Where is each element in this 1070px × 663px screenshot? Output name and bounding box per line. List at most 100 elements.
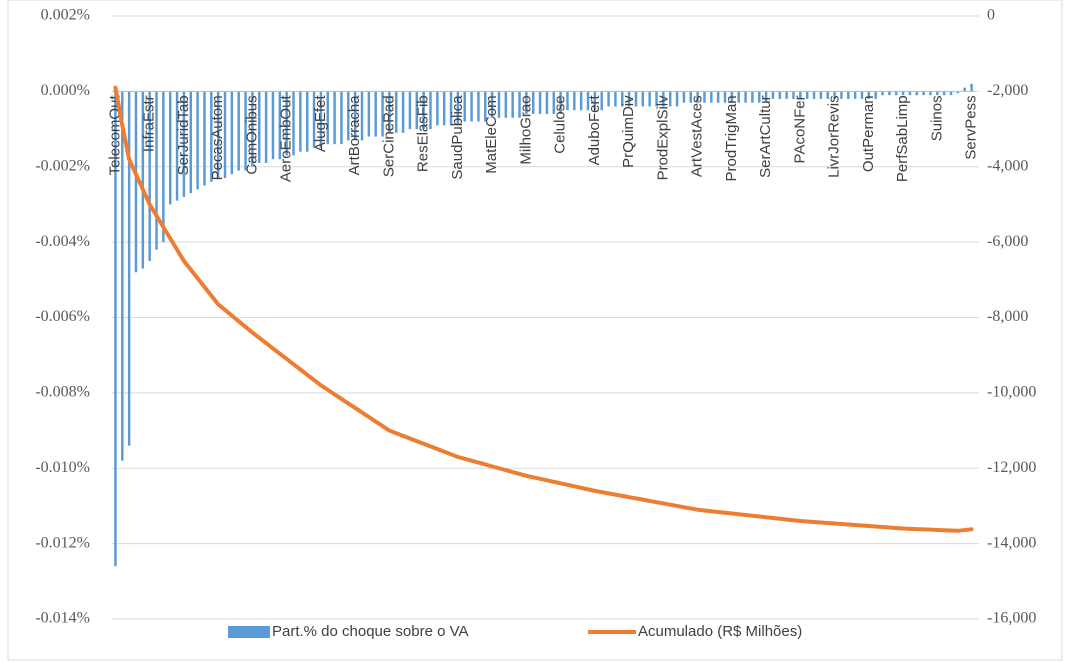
bar [168,91,172,205]
bar [840,91,843,99]
bar [710,91,713,103]
bar [614,91,617,107]
bar [127,91,131,446]
chart-frame [7,0,1063,661]
y2-tick-label: -10,000 [987,384,1036,401]
bar [374,91,377,137]
bar [901,91,905,96]
bar [258,91,261,163]
y-tick-label: -0.014% [35,610,90,627]
x-tick-label: Suinos [928,95,945,141]
bar [360,91,364,141]
bar [867,91,871,99]
bar [114,91,117,567]
bar [237,91,240,171]
bar [189,91,192,194]
bar [730,91,734,103]
bar [223,91,227,179]
bar [511,91,514,118]
bar [525,91,528,114]
bar [490,91,494,118]
bar [956,91,960,94]
y-tick-label: -0.006% [35,308,90,325]
bar [908,91,912,96]
bar [949,91,953,96]
bar [573,91,576,111]
bar [799,91,802,99]
bar [895,91,898,96]
bar [442,91,446,126]
bar [319,91,323,148]
bar [586,91,590,111]
bar [655,91,658,107]
x-tick-label: LivrJorRevis [826,95,843,178]
bar [929,91,932,96]
bar [538,91,542,114]
bar [244,91,247,171]
bar [340,91,343,145]
bar [401,91,405,133]
bar [668,91,672,107]
bar [559,91,562,114]
x-tick-label: SerCineRad [380,95,397,177]
bar [648,91,651,107]
bar [251,91,254,167]
y-tick-label: 0.000% [41,82,90,99]
bar [812,91,816,99]
bar [388,91,391,133]
legend-swatch [228,626,270,638]
bar [292,91,295,156]
bar [415,91,419,130]
bar [518,91,521,118]
bar [141,91,145,269]
bar [634,91,638,107]
bar [271,91,275,160]
y2-tick-label: -16,000 [987,610,1036,627]
x-tick-label: OutPerman [860,95,877,172]
x-tick-label: ArtVestAces [689,95,706,177]
bar [744,91,747,103]
bar [792,91,795,99]
bar [429,91,432,130]
bar [175,91,179,201]
y-tick-label: -0.004% [35,233,90,250]
bar [737,91,740,103]
y-tick-label: -0.010% [35,459,90,476]
line [113,85,974,533]
bar [278,91,282,160]
x-tick-label: ServPess [963,95,980,159]
bar [881,91,884,96]
x-tick-label: PrQuimDiv [620,95,637,168]
bar [408,91,412,130]
bar [285,91,288,156]
bar [778,91,782,99]
bar [922,91,925,96]
bar [477,91,480,122]
x-tick-label: PecasAutom [209,95,226,180]
bar [449,91,453,126]
bar [381,91,384,137]
bar [847,91,850,99]
bar [484,91,487,122]
bar [621,91,624,107]
bar [353,91,357,141]
bar [422,91,425,130]
bar [963,87,966,92]
x-tick-label: AeroEmbOut [278,95,295,183]
bar [456,91,460,126]
bar [764,91,768,103]
x-tick-label: ResElasFib [415,95,432,172]
x-tick-label: ProdTrigMan [723,95,740,181]
bar [682,91,686,103]
bar [641,91,645,107]
bar [182,91,186,197]
legend-label: Acumulado (R$ Milhões) [638,623,802,640]
bar [305,91,309,152]
bar [497,91,501,118]
bar [155,91,158,250]
bar [436,91,439,126]
x-tick-label: CamOnibus [243,95,260,174]
bar [627,91,631,107]
x-tick-label: InfraEstr [141,95,158,152]
